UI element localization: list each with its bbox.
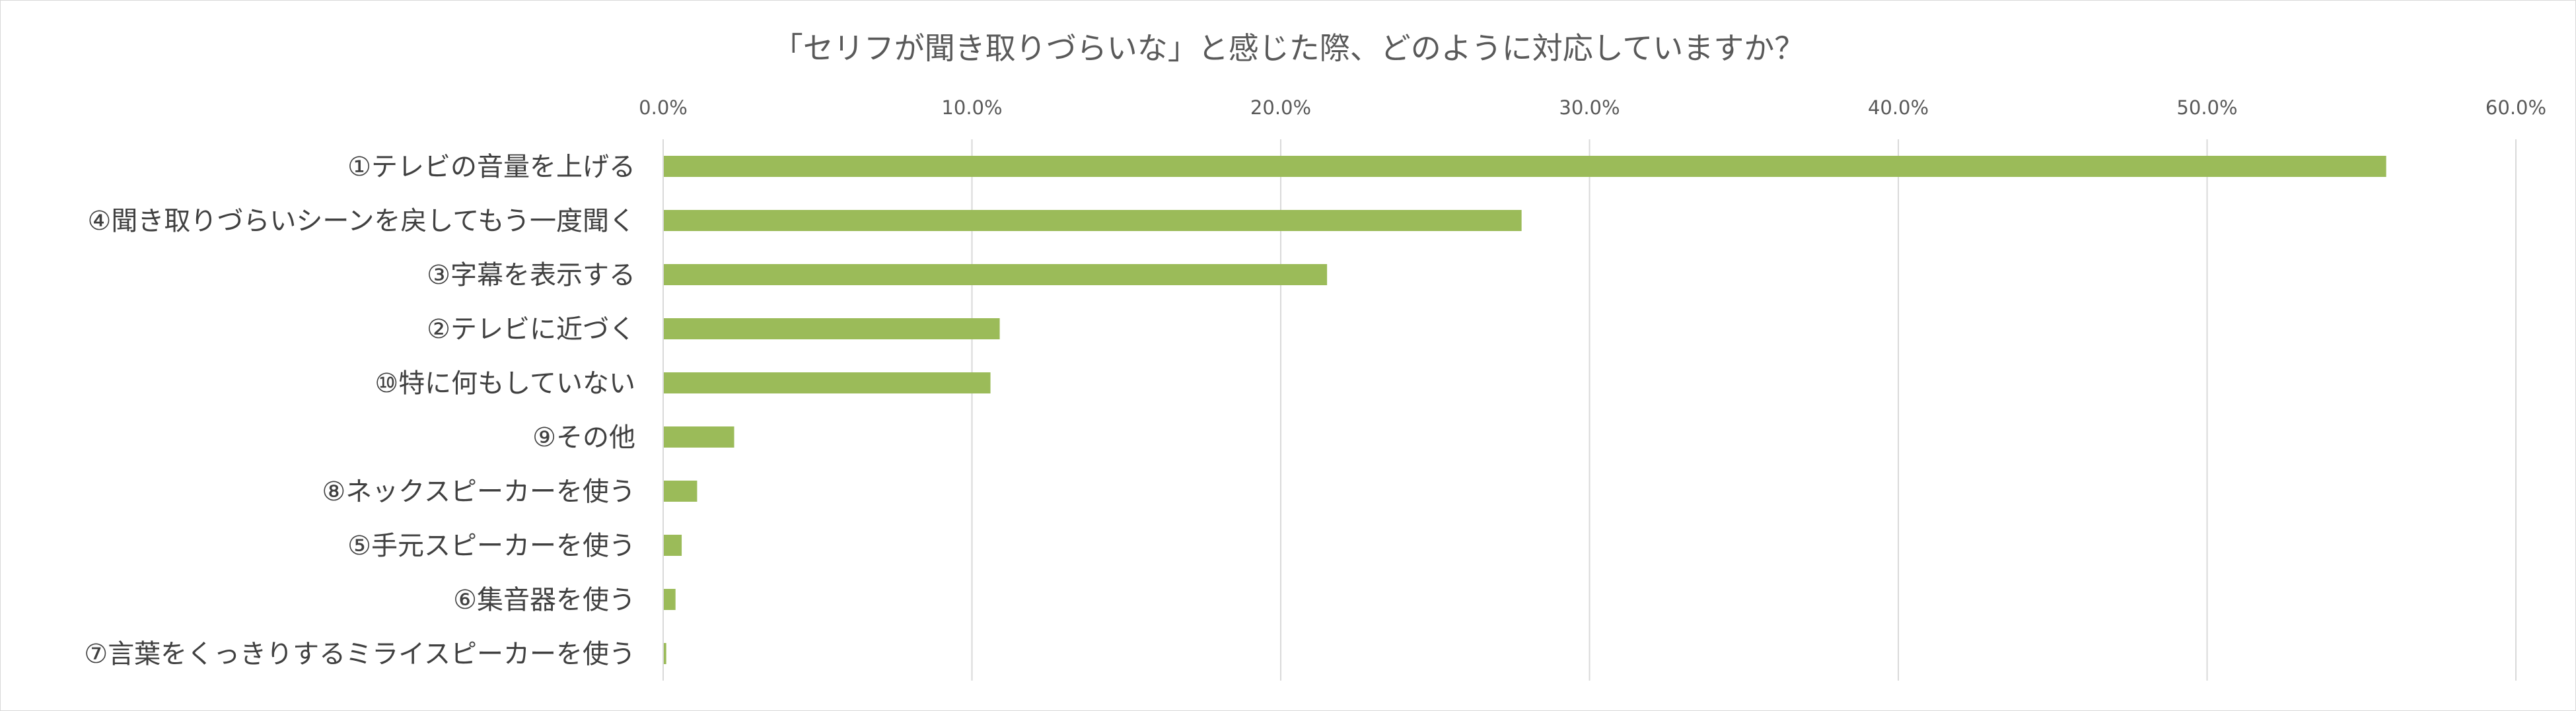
category-label: ①テレビの音量を上げる	[347, 152, 635, 182]
bar	[663, 210, 1522, 231]
bar	[663, 643, 666, 664]
bar	[663, 156, 2386, 177]
category-label: ③字幕を表示する	[427, 260, 635, 290]
category-label: ②テレビに近づく	[427, 314, 635, 345]
chart-title: 「セリフが聞き取りづらいな」と感じた際、どのように対応していますか？	[773, 30, 1805, 66]
category-label: ⑧ネックスピーカーを使う	[322, 477, 635, 507]
x-tick-label: 30.0%	[1559, 96, 1620, 119]
category-label: ④聞き取りづらいシーンを戻してもう一度聞く	[88, 206, 635, 236]
bar	[663, 264, 1328, 285]
x-tick-label: 40.0%	[1868, 96, 1929, 119]
x-tick-label: 50.0%	[2176, 96, 2237, 119]
category-label: ⑤手元スピーカーを使う	[347, 531, 635, 561]
x-tick-label: 0.0%	[639, 96, 688, 119]
bar	[663, 481, 698, 502]
category-labels: ①テレビの音量を上げる ④聞き取りづらいシーンを戻してもう一度聞く ③字幕を表示する…	[84, 152, 635, 669]
category-label: ⑩特に何もしていない	[375, 368, 635, 399]
x-tick-label: 20.0%	[1250, 96, 1311, 119]
category-label: ⑦言葉をくっきりするミライスピーカーを使う	[84, 639, 635, 669]
x-tick-label: 10.0%	[941, 96, 1002, 119]
bar	[663, 426, 734, 448]
category-label: ⑥集音器を使う	[453, 585, 635, 615]
bars	[663, 156, 2386, 664]
x-tick-label: 60.0%	[2486, 96, 2546, 119]
bar	[663, 372, 991, 393]
bar	[663, 535, 682, 556]
x-axis-ticks: 0.0% 10.0% 20.0% 30.0% 40.0% 50.0% 60.0%	[639, 96, 2546, 119]
bar	[663, 318, 1000, 339]
bar	[663, 589, 676, 610]
category-label: ⑨その他	[532, 423, 635, 453]
